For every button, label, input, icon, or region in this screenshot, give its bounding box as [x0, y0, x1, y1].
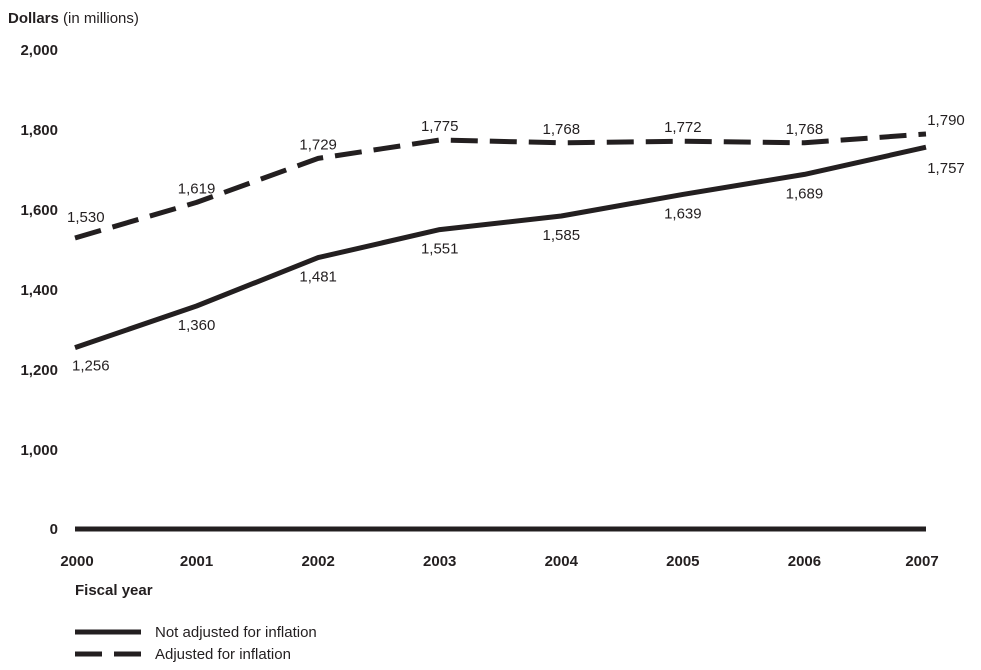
x-tick-label: 2005 — [666, 553, 699, 570]
x-tick-label: 2001 — [180, 553, 213, 570]
data-label: 1,256 — [72, 358, 110, 375]
legend-swatch-dashed — [75, 651, 141, 657]
data-label: 1,585 — [543, 227, 581, 244]
x-axis-tick-labels: 2000 2001 2002 2003 2004 2005 2006 2007 — [60, 553, 938, 570]
x-tick-label: 2006 — [788, 553, 821, 570]
y-axis-title-unit: (in millions) — [58, 10, 139, 27]
series-lines — [74, 131, 927, 350]
x-tick-label: 2002 — [301, 553, 334, 570]
legend-label-not-adjusted: Not adjusted for inflation — [155, 623, 317, 641]
data-label: 1,551 — [421, 241, 459, 258]
y-tick-label: 0 — [50, 521, 58, 538]
y-axis-tick-labels: 0 1,000 1,200 1,400 1,600 1,800 2,000 — [20, 42, 58, 538]
y-tick-label: 2,000 — [20, 42, 58, 59]
y-tick-label: 1,200 — [20, 362, 58, 379]
data-label: 1,639 — [664, 205, 702, 222]
data-label: 1,775 — [421, 118, 459, 135]
legend-item-adjusted: Adjusted for inflation — [75, 643, 317, 665]
y-tick-label: 1,800 — [20, 122, 58, 139]
data-label: 1,360 — [178, 317, 216, 334]
y-tick-label: 1,600 — [20, 202, 58, 219]
data-labels: 1,256 1,360 1,481 1,551 1,585 1,639 1,689 1,757… — [67, 112, 965, 375]
y-tick-label: 1,000 — [20, 442, 58, 459]
x-tick-label: 2003 — [423, 553, 456, 570]
x-tick-label: 2004 — [545, 553, 579, 570]
data-label: 1,530 — [67, 209, 105, 226]
data-label: 1,689 — [786, 185, 824, 202]
x-tick-label: 2000 — [60, 553, 93, 570]
series-line-adjusted — [74, 131, 927, 241]
legend: Not adjusted for inflation Adjusted for … — [75, 621, 317, 665]
data-label: 1,772 — [664, 119, 702, 136]
y-tick-label: 1,400 — [20, 282, 58, 299]
legend-label-adjusted: Adjusted for inflation — [155, 645, 291, 663]
legend-item-not-adjusted: Not adjusted for inflation — [75, 621, 317, 643]
x-axis-title: Fiscal year — [75, 582, 153, 599]
data-label: 1,481 — [299, 269, 337, 286]
data-label: 1,768 — [786, 121, 824, 138]
y-axis-title: Dollars (in millions) — [8, 10, 139, 27]
x-tick-label: 2007 — [905, 553, 938, 570]
series-line-not-adjusted — [74, 144, 927, 350]
y-axis-title-bold: Dollars — [8, 10, 59, 27]
data-label: 1,768 — [543, 121, 581, 138]
data-label: 1,619 — [178, 180, 216, 197]
data-label: 1,757 — [927, 160, 965, 177]
data-label: 1,729 — [299, 136, 337, 153]
legend-swatch-solid — [75, 629, 141, 635]
data-label: 1,790 — [927, 112, 965, 129]
